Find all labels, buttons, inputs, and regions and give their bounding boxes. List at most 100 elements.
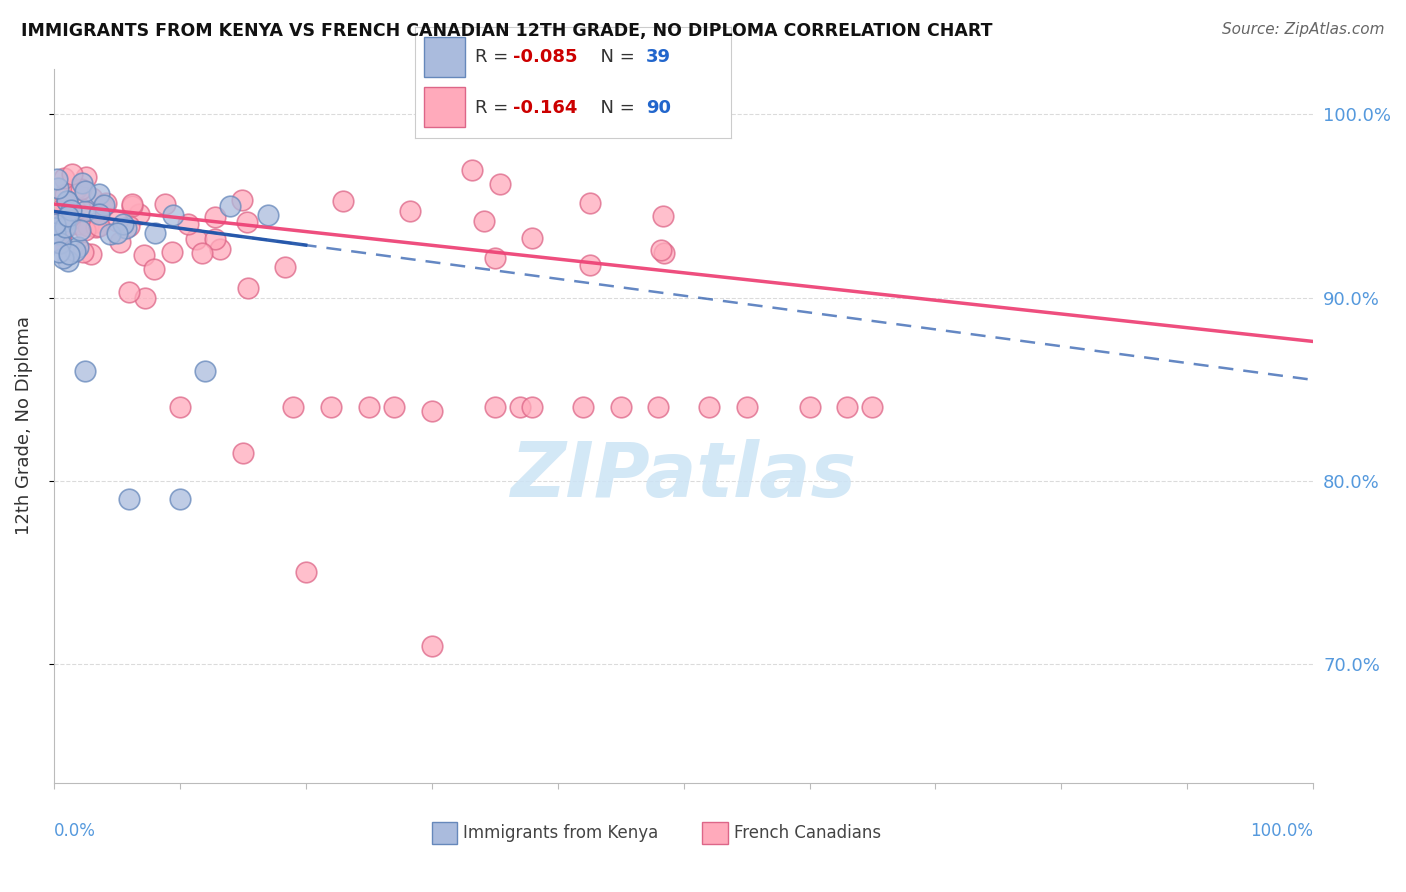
Point [191,246,214,260]
Point [58,246,80,260]
Point [281,401,304,415]
Point [231,194,253,208]
Point [112,217,135,231]
Point [472,214,495,228]
Text: ZIPatlas: ZIPatlas [510,439,856,513]
Point [73,203,96,218]
Point [357,401,380,415]
Point [80,191,103,205]
Point [48,244,70,259]
Point [45,172,67,186]
Point [49,223,72,237]
Point [134,291,156,305]
Point [169,491,191,506]
Point [56,194,79,209]
Point [509,401,531,415]
Point [121,199,143,213]
Point [48,181,70,195]
Point [72,177,94,191]
Point [75,364,97,378]
Point [121,197,143,211]
Point [58,253,80,268]
Point [520,230,543,244]
Text: 39: 39 [645,48,671,66]
Point [484,251,506,265]
Point [572,401,595,415]
Point [143,262,166,277]
Text: R =: R = [475,48,513,66]
Point [80,247,103,261]
Point [105,227,128,241]
Point [118,491,141,506]
Point [66,181,89,195]
Point [67,217,90,231]
Point [862,401,884,415]
Point [49,235,72,250]
Point [204,211,226,225]
Point [578,195,600,210]
Point [84,220,107,235]
Point [52,221,75,235]
Point [420,404,443,418]
Point [60,168,83,182]
Point [735,401,758,415]
Text: N =: N = [589,48,640,66]
Point [94,196,117,211]
Point [420,639,443,653]
Point [44,219,66,233]
Point [160,245,183,260]
Point [53,186,76,201]
Point [44,207,66,221]
Point [117,285,139,299]
Point [44,217,66,231]
Bar [703,822,728,844]
Point [294,566,316,580]
Point [53,219,76,234]
Point [209,243,232,257]
Point [186,232,208,246]
Point [75,170,97,185]
Point [51,228,73,243]
Bar [425,87,465,128]
Point [274,260,297,274]
Point [134,248,156,262]
Point [332,194,354,208]
Point [128,206,150,220]
Point [67,240,90,254]
Point [44,203,66,218]
Point [461,163,484,178]
Point [91,201,114,215]
Point [162,208,184,222]
Point [56,209,79,223]
Point [236,281,259,295]
Point [77,219,100,233]
Text: 90: 90 [645,99,671,117]
Text: French Canadians: French Canadians [734,824,882,842]
Point [89,219,111,233]
Point [697,401,720,415]
Point [169,401,191,415]
Point [53,210,76,224]
Point [194,364,217,378]
Text: -0.085: -0.085 [513,48,578,66]
Point [44,202,66,216]
Text: R =: R = [475,99,513,117]
Text: 0.0%: 0.0% [53,822,96,840]
Point [75,223,97,237]
Point [204,232,226,246]
Point [55,202,77,217]
Point [58,218,80,232]
Point [86,215,108,229]
Point [105,213,128,227]
Point [45,223,67,237]
Point [44,220,66,235]
Point [652,246,675,260]
Point [52,171,75,186]
Point [100,227,122,242]
Point [52,222,75,236]
Point [837,401,859,415]
Text: N =: N = [589,99,640,117]
Point [236,215,259,229]
Point [69,182,91,196]
Point [56,194,79,208]
